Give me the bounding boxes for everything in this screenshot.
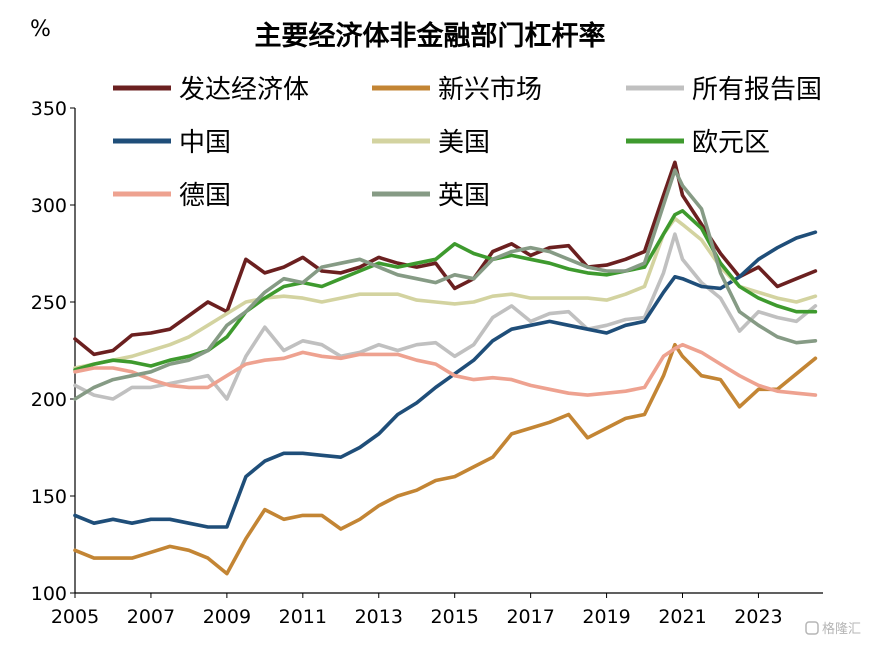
series-line-5 [73,216,818,370]
legend-label: 德国 [179,181,231,211]
chart-title: 主要经济体非金融部门杠杆率 [255,20,606,52]
legend-label: 发达经济体 [179,75,309,105]
axes [74,108,823,594]
series-line-2 [73,342,818,576]
legend-label: 所有报告国 [692,75,822,105]
x-tick-label: 2023 [734,606,782,628]
series-line-1 [73,160,818,357]
legend-label: 美国 [438,128,490,158]
series-lines [73,160,818,576]
x-tick-labels: 2005 2007 2009 2011 2013 2015 2017 2019 2021 2023 [51,593,783,628]
x-tick-label: 2015 [431,606,479,628]
watermark-text: 格隆汇 [822,621,861,637]
y-tick-label: 250 [31,292,67,314]
legend-label: 欧元区 [692,128,770,158]
x-tick-label: 2021 [658,606,706,628]
series-line-7 [73,342,818,397]
series-line-8 [73,168,818,401]
unit-label: % [30,17,51,42]
x-tick-label: 2007 [127,606,175,628]
x-tick-label: 2011 [279,606,327,628]
legend-label: 新兴市场 [438,75,542,105]
watermark-logo-icon [805,621,819,635]
y-tick-label: 200 [31,389,67,411]
series-line-6 [73,209,818,372]
series-line-3 [73,232,818,401]
y-tick-label: 100 [31,583,67,605]
x-tick-label: 2009 [203,606,251,628]
y-tick-labels: 100 150 200 250 300 350 [31,98,75,605]
y-tick-label: 150 [31,486,67,508]
x-tick-label: 2017 [506,606,554,628]
y-tick-label: 350 [31,98,67,120]
legend-label: 中国 [179,128,231,158]
watermark: 格隆汇 [805,621,861,637]
legend-label: 英国 [438,181,490,211]
x-tick-label: 2005 [51,606,99,628]
x-tick-label: 2013 [355,606,403,628]
y-tick-label: 300 [31,195,67,217]
x-tick-label: 2019 [582,606,630,628]
